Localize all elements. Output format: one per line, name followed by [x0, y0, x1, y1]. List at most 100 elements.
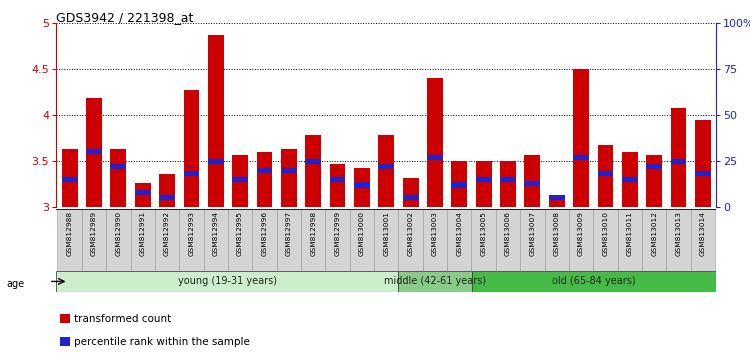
Bar: [179, 209, 203, 271]
Text: GSM812993: GSM812993: [188, 211, 194, 256]
Text: GSM813005: GSM813005: [481, 211, 487, 256]
Text: GSM813002: GSM813002: [407, 211, 413, 256]
Text: GSM813003: GSM813003: [432, 211, 438, 256]
Bar: [496, 209, 520, 271]
Text: GSM812989: GSM812989: [91, 211, 97, 256]
Bar: [500, 177, 516, 182]
Bar: [58, 209, 82, 271]
Bar: [622, 177, 638, 182]
Bar: [598, 171, 613, 177]
Bar: [326, 209, 350, 271]
Bar: [232, 177, 248, 182]
Bar: [106, 209, 130, 271]
Bar: [354, 182, 370, 188]
Bar: [110, 164, 126, 169]
Bar: [378, 135, 394, 207]
Bar: [378, 164, 394, 169]
Bar: [549, 195, 565, 200]
Bar: [500, 161, 516, 207]
Text: GSM813008: GSM813008: [554, 211, 560, 256]
Text: transformed count: transformed count: [74, 314, 171, 324]
Bar: [354, 169, 370, 207]
Bar: [403, 178, 418, 207]
Bar: [256, 168, 272, 173]
Text: GSM813004: GSM813004: [456, 211, 462, 256]
Bar: [208, 35, 224, 207]
Text: GSM812998: GSM812998: [310, 211, 316, 256]
Text: GSM812997: GSM812997: [286, 211, 292, 256]
Bar: [447, 209, 472, 271]
Bar: [670, 159, 686, 164]
Bar: [228, 209, 252, 271]
Bar: [86, 149, 102, 154]
Bar: [62, 149, 77, 207]
Bar: [184, 171, 200, 177]
Bar: [301, 209, 326, 271]
Text: GSM813006: GSM813006: [505, 211, 511, 256]
Bar: [476, 161, 491, 207]
Bar: [695, 120, 711, 207]
Bar: [642, 209, 666, 271]
Bar: [398, 209, 423, 271]
Bar: [670, 108, 686, 207]
Text: percentile rank within the sample: percentile rank within the sample: [74, 337, 249, 347]
Text: GSM813011: GSM813011: [627, 211, 633, 256]
Text: GSM813013: GSM813013: [676, 211, 682, 256]
Text: GSM813012: GSM813012: [651, 211, 657, 256]
Bar: [573, 155, 589, 160]
Text: GSM812990: GSM812990: [116, 211, 122, 256]
Bar: [569, 209, 593, 271]
Bar: [155, 209, 179, 271]
Text: GSM813014: GSM813014: [700, 211, 706, 256]
Bar: [86, 98, 102, 207]
Text: GSM812999: GSM812999: [334, 211, 340, 256]
Text: GSM812992: GSM812992: [164, 211, 170, 256]
Text: GSM812995: GSM812995: [237, 211, 243, 256]
Bar: [472, 209, 496, 271]
Text: GSM812994: GSM812994: [213, 211, 219, 256]
Bar: [544, 209, 569, 271]
Bar: [277, 209, 301, 271]
Bar: [305, 159, 321, 164]
Bar: [184, 90, 200, 207]
Bar: [203, 209, 228, 271]
Bar: [452, 161, 467, 207]
Bar: [549, 195, 565, 207]
Bar: [476, 177, 491, 182]
Bar: [130, 209, 155, 271]
Bar: [524, 155, 540, 207]
Bar: [208, 159, 224, 164]
Bar: [281, 168, 297, 173]
Text: GSM812988: GSM812988: [67, 211, 73, 256]
Text: young (19-31 years): young (19-31 years): [178, 276, 277, 286]
Bar: [472, 271, 716, 292]
Text: GSM813010: GSM813010: [602, 211, 608, 256]
Bar: [666, 209, 691, 271]
Bar: [374, 209, 398, 271]
Text: GSM813001: GSM813001: [383, 211, 389, 256]
Bar: [403, 195, 418, 200]
Text: GDS3942 / 221398_at: GDS3942 / 221398_at: [56, 11, 194, 24]
Bar: [232, 155, 248, 207]
Text: GSM812991: GSM812991: [140, 211, 146, 256]
Bar: [330, 164, 346, 207]
Text: GSM813007: GSM813007: [530, 211, 536, 256]
Bar: [573, 69, 589, 207]
Bar: [646, 164, 662, 169]
Bar: [520, 209, 544, 271]
Bar: [622, 152, 638, 207]
Bar: [398, 271, 472, 292]
Bar: [646, 155, 662, 207]
Bar: [691, 209, 715, 271]
Bar: [427, 155, 442, 160]
Bar: [252, 209, 277, 271]
Bar: [159, 195, 175, 200]
Text: GSM813000: GSM813000: [359, 211, 365, 256]
Bar: [110, 149, 126, 207]
Bar: [593, 209, 617, 271]
Bar: [427, 78, 442, 207]
Bar: [350, 209, 374, 271]
Bar: [82, 209, 106, 271]
Bar: [452, 182, 467, 188]
Bar: [423, 209, 447, 271]
